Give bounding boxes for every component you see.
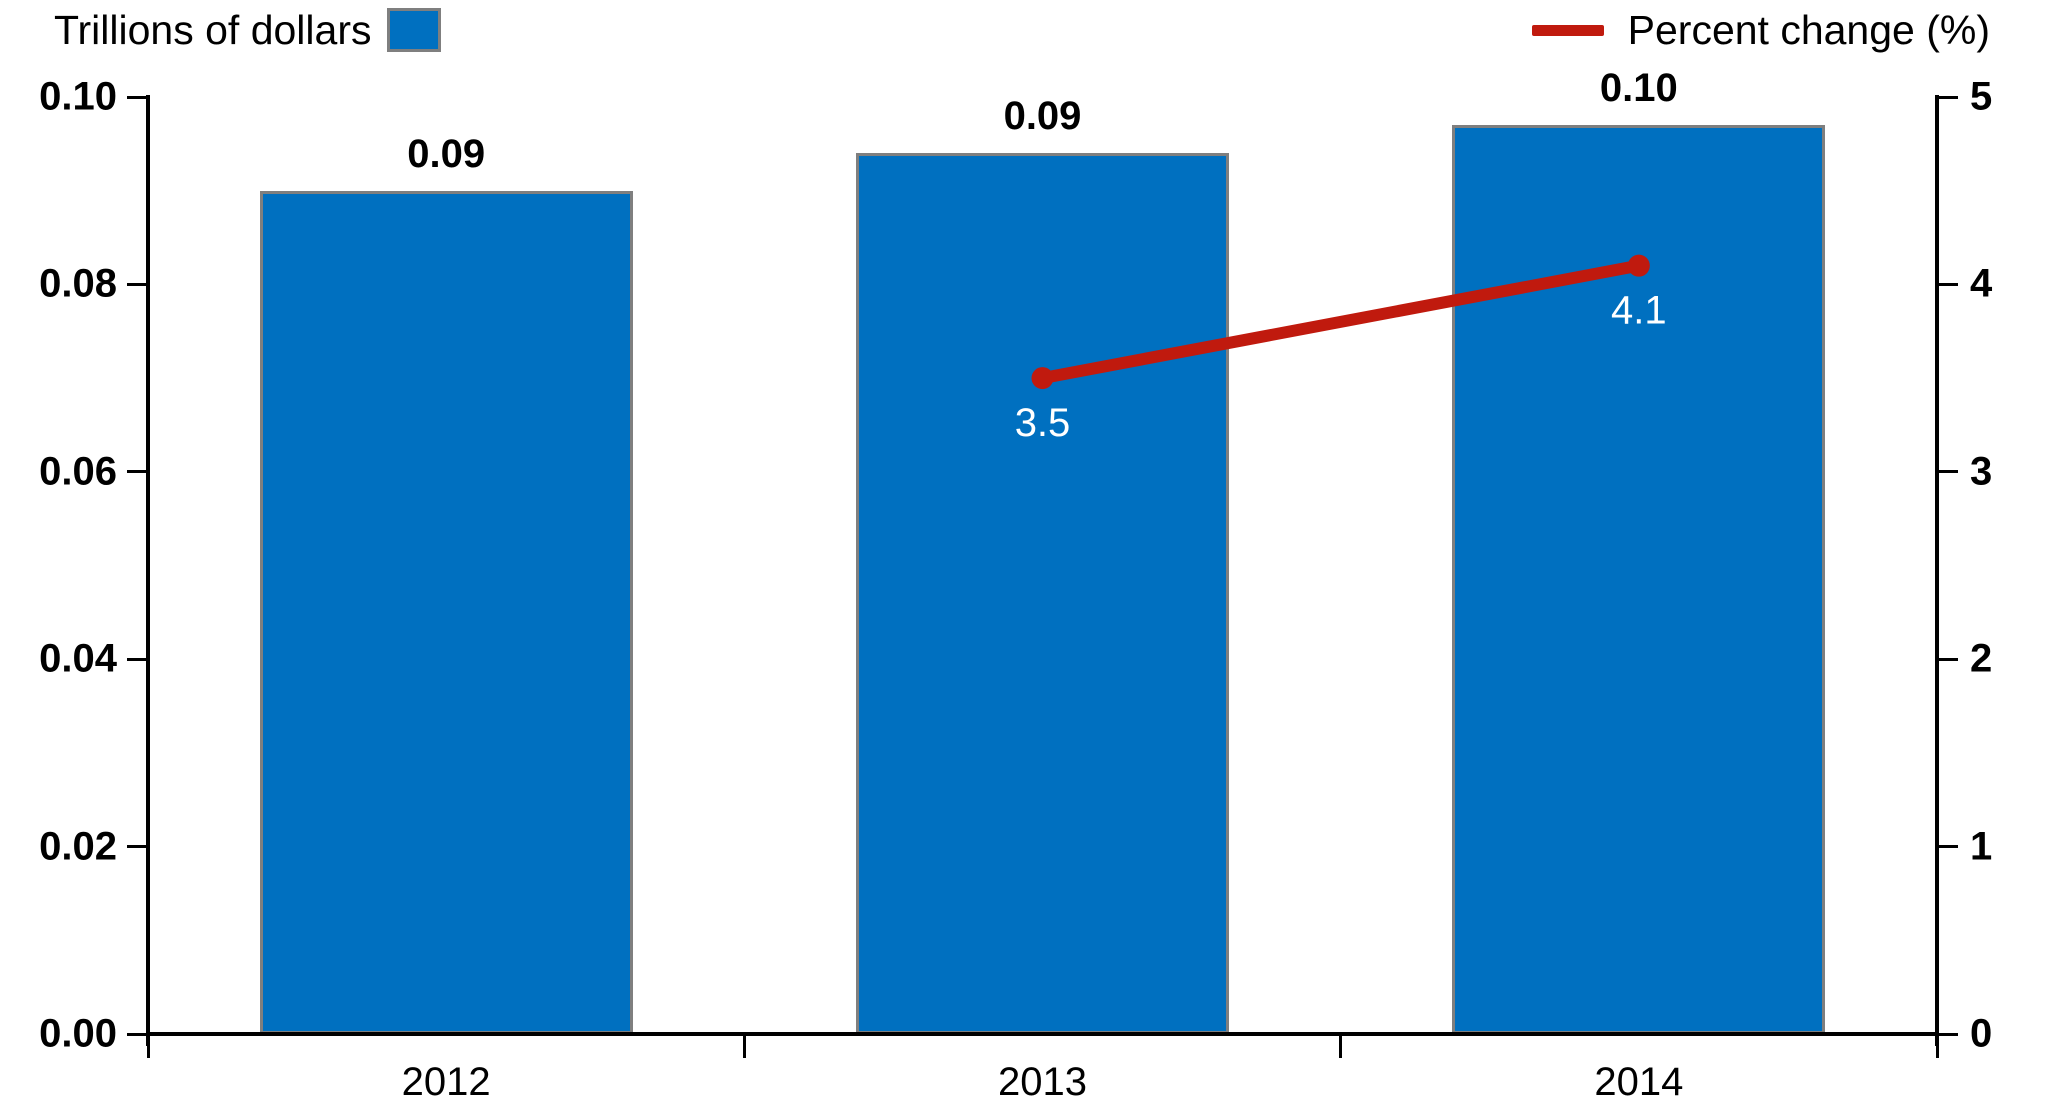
line-data-point — [1627, 254, 1650, 277]
percent-change-line — [1036, 259, 1645, 385]
legend-line-series-label: Percent change (%) — [1627, 6, 1990, 53]
left-axis-tick-label: 0.08 — [39, 261, 117, 306]
left-axis-tick — [127, 657, 147, 661]
x-axis-tick — [742, 1036, 746, 1058]
line-data-point-label: 4.1 — [1611, 289, 1667, 333]
bar-value-label-2013: 0.09 — [1003, 94, 1082, 139]
x-axis-tick — [146, 1036, 150, 1058]
right-axis-tick — [1938, 845, 1958, 849]
legend-line-swatch-icon — [1531, 24, 1604, 36]
left-axis-spine — [146, 95, 150, 1046]
left-axis-tick-label: 0.10 — [39, 74, 117, 119]
right-axis-tick-label: 1 — [1970, 824, 1993, 869]
x-axis-spine — [146, 1032, 1939, 1036]
x-axis-tick — [1935, 1036, 1939, 1058]
left-axis-tick — [127, 470, 147, 474]
right-axis-tick-label: 3 — [1970, 449, 1993, 494]
x-axis-category-label-2013: 2013 — [998, 1060, 1087, 1104]
bar-value-label-2014: 0.10 — [1599, 66, 1678, 111]
right-axis-tick — [1938, 95, 1958, 99]
bar-value-label-2012: 0.09 — [407, 131, 486, 176]
right-axis-tick — [1938, 282, 1958, 286]
right-axis-spine — [1935, 95, 1939, 1046]
x-axis-category-label-2014: 2014 — [1594, 1060, 1684, 1104]
right-axis-tick-label: 5 — [1970, 74, 1993, 119]
bar-2013 — [856, 153, 1229, 1034]
legend-bar-swatch-icon — [387, 8, 442, 52]
right-axis-tick-label: 4 — [1970, 261, 1993, 306]
right-axis-tick — [1938, 1032, 1958, 1036]
right-axis-tick — [1938, 657, 1958, 661]
legend-bar-series-label: Trillions of dollars — [54, 6, 372, 53]
legend-line-series: Percent change (%) — [1531, 4, 1990, 56]
x-axis-category-label-2012: 2012 — [401, 1060, 491, 1104]
left-axis-tick — [127, 282, 147, 286]
left-axis-tick-label: 0.02 — [39, 824, 117, 869]
legend-bar-series: Trillions of dollars — [54, 4, 442, 56]
left-axis-tick — [127, 95, 147, 99]
line-data-point — [1031, 367, 1054, 390]
bar-2012 — [259, 190, 633, 1034]
left-axis-tick-label: 0.06 — [39, 449, 117, 494]
left-axis-tick — [127, 845, 147, 849]
right-axis-tick-label: 2 — [1970, 636, 1993, 681]
right-axis-tick-label: 0 — [1970, 1011, 1993, 1056]
left-axis-tick-label: 0.04 — [39, 636, 117, 681]
line-data-point-label: 3.5 — [1015, 401, 1071, 445]
x-axis-tick — [1339, 1036, 1343, 1058]
right-axis-tick — [1938, 470, 1958, 474]
left-axis-tick — [127, 1032, 147, 1036]
left-axis-tick-label: 0.00 — [39, 1011, 117, 1056]
